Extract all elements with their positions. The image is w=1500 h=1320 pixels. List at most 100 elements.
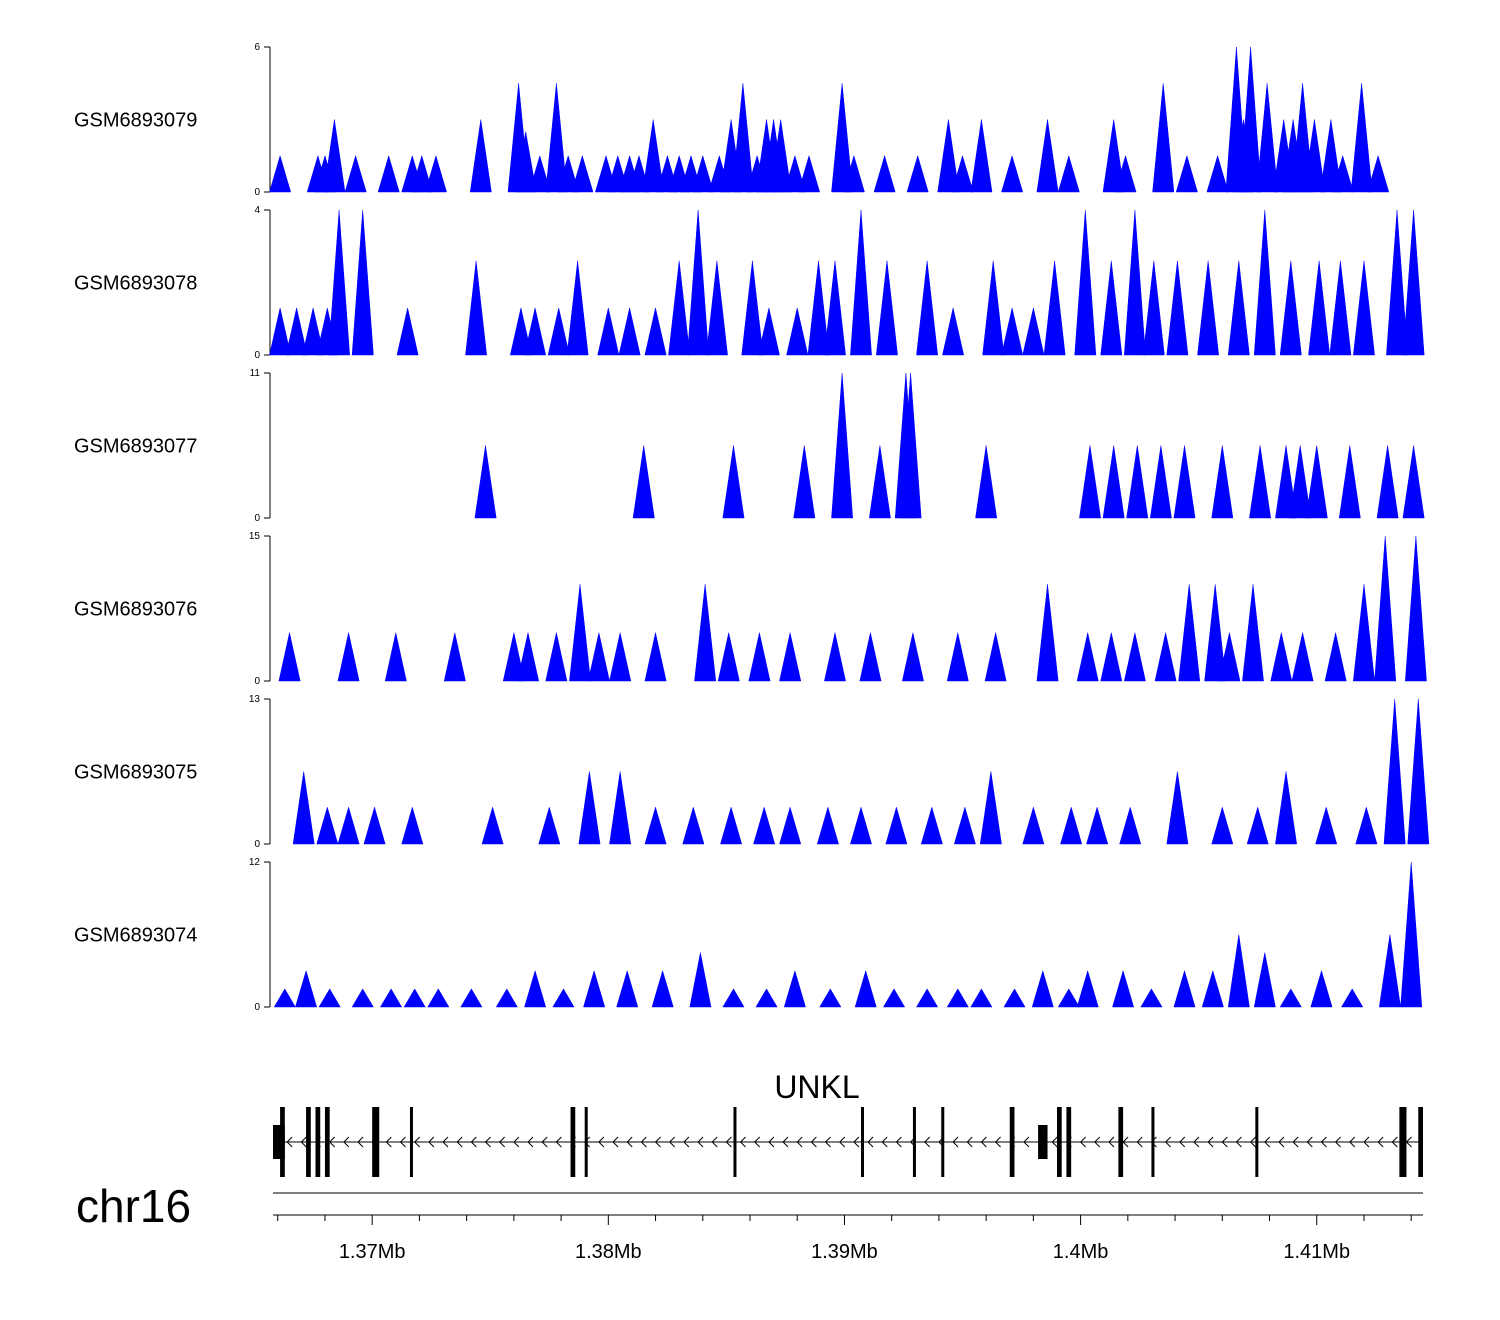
signal-peak: [1197, 260, 1219, 356]
signal-peak: [295, 969, 318, 1008]
signal-peak: [1100, 632, 1123, 682]
signal-peak: [1405, 535, 1427, 682]
signal-peak: [1211, 806, 1234, 845]
signal-peak: [1291, 632, 1314, 682]
signal-peak: [545, 83, 568, 193]
signal-peak: [1173, 445, 1196, 519]
signal-peak: [1353, 584, 1375, 682]
strand-arrow: [739, 1136, 746, 1148]
signal-peak: [819, 988, 842, 1008]
signal-peak: [1102, 445, 1125, 519]
gene-exon: [584, 1107, 588, 1177]
signal-peak: [741, 260, 764, 356]
signal-peak: [786, 307, 809, 356]
signal-peak: [1379, 934, 1401, 1008]
signal-peak: [1001, 154, 1024, 193]
signal-peak: [509, 307, 532, 356]
strand-arrow: [442, 1136, 449, 1148]
signal-peak: [651, 969, 674, 1008]
track-label: GSM6893075: [74, 762, 197, 784]
track-label: GSM6893079: [74, 110, 197, 132]
signal-peak: [363, 806, 386, 845]
x-tick-label: 1.39Mb: [811, 1241, 878, 1263]
signal-peak: [1289, 445, 1312, 519]
signal-peak: [850, 209, 872, 356]
signal-peak: [668, 260, 691, 356]
signal-peak: [1279, 260, 1302, 356]
signal-peak: [1227, 934, 1250, 1008]
signal-peak: [885, 806, 908, 845]
strand-arrow: [286, 1136, 293, 1148]
signal-peak: [1166, 260, 1189, 356]
signal-peak: [1218, 632, 1241, 682]
strand-arrow: [626, 1136, 633, 1148]
gene-track: UNKL: [273, 1069, 1423, 1177]
strand-arrow: [300, 1136, 307, 1148]
signal-peak: [547, 307, 570, 356]
signal-peak: [1305, 445, 1328, 519]
strand-arrow: [1235, 1136, 1242, 1148]
signal-peak: [824, 632, 846, 682]
signal-peak: [1324, 632, 1347, 682]
strand-arrow: [824, 1136, 831, 1148]
signal-peak: [1074, 209, 1097, 356]
strand-arrow: [1051, 1136, 1058, 1148]
y-tick-label: 0: [254, 1002, 260, 1013]
signal-peak: [946, 988, 969, 1008]
signal-peak: [1376, 445, 1399, 519]
signal-peak: [1112, 969, 1135, 1008]
signal-peak: [882, 988, 906, 1008]
strand-arrow: [895, 1136, 902, 1148]
signal-peak: [1100, 260, 1123, 356]
signal-peak: [1150, 445, 1172, 519]
signal-peak: [899, 372, 922, 519]
y-tick-label: 0: [254, 513, 260, 524]
y-tick-label: 13: [249, 694, 261, 705]
signal-peak: [524, 969, 547, 1008]
signal-peak: [798, 154, 821, 193]
track-GSM6893075: GSM6893075 13 0: [74, 694, 1430, 850]
strand-arrow: [980, 1136, 987, 1148]
signal-peak: [1036, 584, 1059, 682]
strand-arrow: [796, 1136, 803, 1148]
signal-peak: [842, 154, 865, 193]
signal-peak: [1102, 119, 1125, 193]
signal-peak: [316, 806, 339, 845]
signal-peak: [1329, 260, 1352, 356]
signal-peak: [807, 260, 830, 356]
strand-arrow: [498, 1136, 506, 1148]
gene-exon: [1151, 1107, 1155, 1177]
signal-peak: [1057, 154, 1080, 193]
signal-peak: [691, 154, 714, 193]
signal-peak: [1036, 119, 1059, 193]
signal-peak: [1270, 632, 1293, 682]
genome-axis: chr16 1.37Mb 1.38Mb 1.39Mb 1.4Mb 1.41Mb: [76, 1180, 1423, 1263]
strand-arrow: [966, 1136, 973, 1148]
signal-peak: [970, 988, 993, 1008]
strand-arrow: [1164, 1136, 1171, 1148]
signal-peak: [779, 632, 802, 682]
signal-peak: [1211, 445, 1234, 519]
strand-arrow: [1023, 1136, 1030, 1148]
signal-peak: [1022, 806, 1045, 845]
signal-peak: [689, 952, 712, 1008]
track-label: GSM6893074: [74, 925, 197, 947]
track-label: GSM6893076: [74, 599, 197, 621]
strand-arrow: [1108, 1136, 1115, 1148]
signal-peak: [1124, 209, 1146, 356]
strand-arrow: [924, 1136, 931, 1148]
signal-peak: [779, 806, 802, 845]
signal-peak: [953, 806, 976, 845]
signal-peak: [285, 307, 308, 356]
signal-peak: [1338, 445, 1361, 519]
gene-exon: [324, 1107, 330, 1177]
strand-arrow: [357, 1136, 364, 1148]
signal-peak: [859, 632, 882, 682]
signal-peak: [545, 632, 568, 682]
signal-peak: [869, 445, 891, 519]
strand-arrow: [711, 1136, 718, 1148]
signal-peak: [975, 445, 998, 519]
x-tick-label: 1.37Mb: [339, 1241, 406, 1263]
x-tick-label: 1.38Mb: [575, 1241, 642, 1263]
